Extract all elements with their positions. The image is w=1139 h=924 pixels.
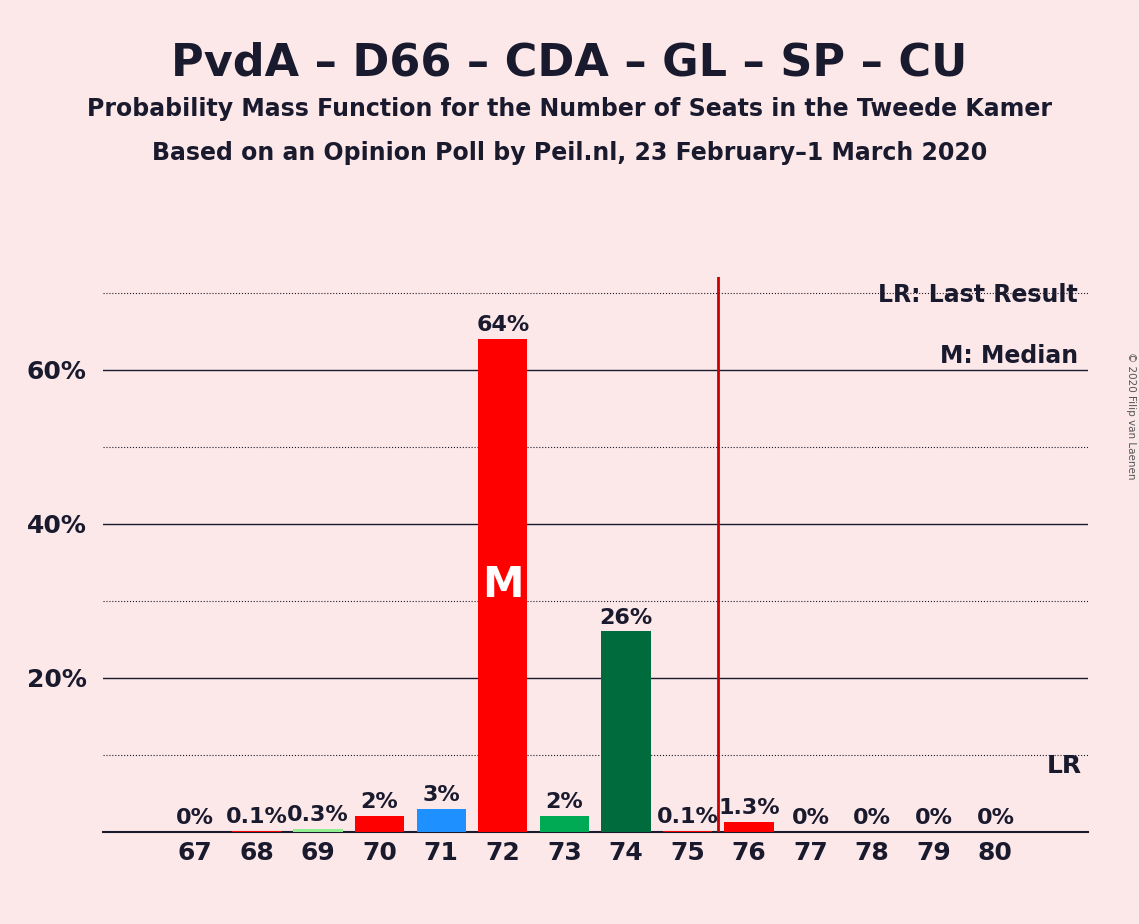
Bar — [540, 816, 589, 832]
Text: 3%: 3% — [423, 784, 460, 805]
Text: 0%: 0% — [976, 808, 1015, 828]
Text: LR: Last Result: LR: Last Result — [878, 283, 1077, 307]
Text: LR: LR — [1047, 754, 1082, 778]
Text: 0.3%: 0.3% — [287, 806, 349, 825]
Text: 0.1%: 0.1% — [226, 807, 287, 827]
Text: 0%: 0% — [853, 808, 891, 828]
Text: Probability Mass Function for the Number of Seats in the Tweede Kamer: Probability Mass Function for the Number… — [87, 97, 1052, 121]
Text: 2%: 2% — [361, 793, 399, 812]
Text: 0.1%: 0.1% — [656, 807, 719, 827]
Text: M: M — [482, 565, 524, 606]
Bar — [294, 830, 343, 832]
Text: PvdA – D66 – CDA – GL – SP – CU: PvdA – D66 – CDA – GL – SP – CU — [171, 42, 968, 85]
Text: Based on an Opinion Poll by Peil.nl, 23 February–1 March 2020: Based on an Opinion Poll by Peil.nl, 23 … — [151, 141, 988, 165]
Text: 0%: 0% — [915, 808, 953, 828]
Text: M: Median: M: Median — [940, 344, 1077, 368]
Bar — [601, 631, 650, 832]
Bar — [478, 339, 527, 832]
Text: 0%: 0% — [175, 808, 214, 828]
Text: 1.3%: 1.3% — [719, 797, 780, 818]
Bar — [355, 816, 404, 832]
Text: © 2020 Filip van Laenen: © 2020 Filip van Laenen — [1126, 352, 1136, 480]
Text: 26%: 26% — [599, 608, 653, 627]
Text: 64%: 64% — [476, 315, 530, 335]
Bar — [417, 808, 466, 832]
Text: 2%: 2% — [546, 793, 583, 812]
Bar — [724, 821, 773, 832]
Text: 0%: 0% — [792, 808, 829, 828]
